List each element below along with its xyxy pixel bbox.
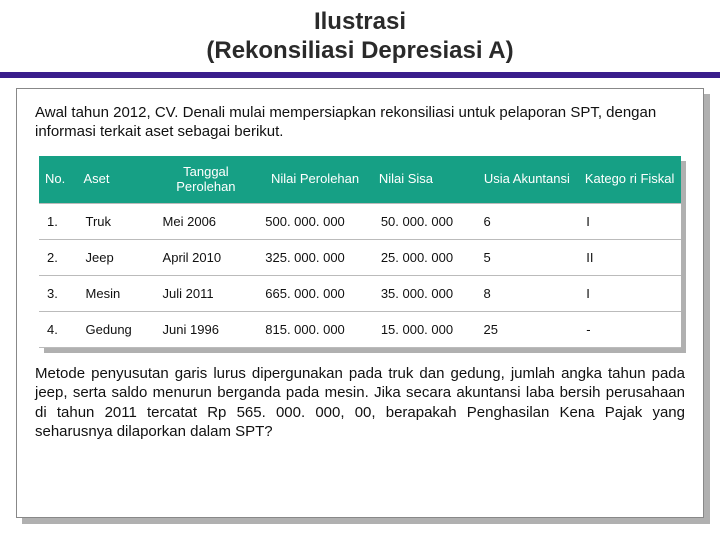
title-line-1: Ilustrasi — [0, 8, 720, 37]
table-row: 1.TrukMei 2006500. 000. 00050. 000. 0006… — [39, 203, 681, 239]
table-cell: 50. 000. 000 — [373, 203, 476, 239]
table-cell: 325. 000. 000 — [257, 239, 373, 275]
table-cell: Juli 2011 — [155, 275, 258, 311]
accent-bar — [0, 72, 720, 78]
col-header-2: Tanggal Perolehan — [155, 156, 258, 204]
table-cell: 8 — [476, 275, 579, 311]
col-header-4: Nilai Sisa — [373, 156, 476, 204]
title-block: Ilustrasi (Rekonsiliasi Depresiasi A) — [0, 0, 720, 72]
table-cell: 2. — [39, 239, 78, 275]
table-wrap: No.AsetTanggal PerolehanNilai PerolehanN… — [39, 156, 681, 348]
col-header-1: Aset — [78, 156, 155, 204]
table-cell: 5 — [476, 239, 579, 275]
col-header-5: Usia Akuntansi — [476, 156, 579, 204]
table-cell: Jeep — [78, 239, 155, 275]
table-cell: 815. 000. 000 — [257, 311, 373, 347]
table-cell: 25. 000. 000 — [373, 239, 476, 275]
content-wrap: Awal tahun 2012, CV. Denali mulai memper… — [16, 88, 704, 518]
table-body: 1.TrukMei 2006500. 000. 00050. 000. 0006… — [39, 203, 681, 347]
table-head: No.AsetTanggal PerolehanNilai PerolehanN… — [39, 156, 681, 204]
table-cell: - — [578, 311, 681, 347]
table-cell: Juni 1996 — [155, 311, 258, 347]
outro-text: Metode penyusutan garis lurus dipergunak… — [35, 364, 685, 442]
table-cell: Gedung — [78, 311, 155, 347]
table-cell: 4. — [39, 311, 78, 347]
table-cell: April 2010 — [155, 239, 258, 275]
table-cell: 15. 000. 000 — [373, 311, 476, 347]
table-header-row: No.AsetTanggal PerolehanNilai PerolehanN… — [39, 156, 681, 204]
table-cell: 6 — [476, 203, 579, 239]
table-cell: II — [578, 239, 681, 275]
table-cell: Truk — [78, 203, 155, 239]
table-cell: Mesin — [78, 275, 155, 311]
asset-table: No.AsetTanggal PerolehanNilai PerolehanN… — [39, 156, 681, 348]
intro-text: Awal tahun 2012, CV. Denali mulai memper… — [35, 103, 685, 142]
table-cell: Mei 2006 — [155, 203, 258, 239]
table-cell: 3. — [39, 275, 78, 311]
title-line-2: (Rekonsiliasi Depresiasi A) — [0, 37, 720, 66]
col-header-0: No. — [39, 156, 78, 204]
table-cell: I — [578, 203, 681, 239]
table-cell: 25 — [476, 311, 579, 347]
table-cell: I — [578, 275, 681, 311]
table-cell: 500. 000. 000 — [257, 203, 373, 239]
content-box: Awal tahun 2012, CV. Denali mulai memper… — [16, 88, 704, 518]
table-row: 4.GedungJuni 1996815. 000. 00015. 000. 0… — [39, 311, 681, 347]
table-cell: 1. — [39, 203, 78, 239]
col-header-6: Katego ri Fiskal — [578, 156, 681, 204]
col-header-3: Nilai Perolehan — [257, 156, 373, 204]
table-cell: 665. 000. 000 — [257, 275, 373, 311]
table-row: 2.JeepApril 2010325. 000. 00025. 000. 00… — [39, 239, 681, 275]
table-row: 3.MesinJuli 2011665. 000. 00035. 000. 00… — [39, 275, 681, 311]
table-cell: 35. 000. 000 — [373, 275, 476, 311]
slide: Ilustrasi (Rekonsiliasi Depresiasi A) Aw… — [0, 0, 720, 540]
